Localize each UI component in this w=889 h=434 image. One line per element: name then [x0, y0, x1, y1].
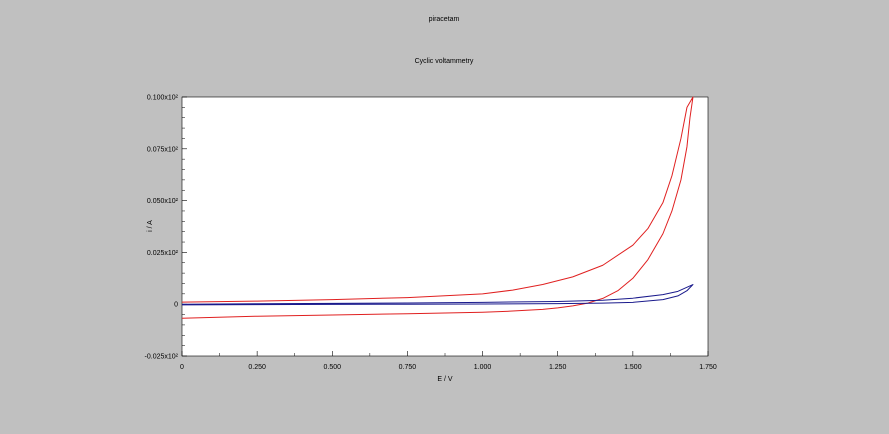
y-tick-label: 0.075x10² [147, 146, 179, 153]
x-tick-label: 1.250 [549, 364, 567, 371]
x-tick-label: 0.250 [248, 364, 266, 371]
x-tick-label: 1.750 [699, 364, 717, 371]
x-axis-label: E / V [437, 376, 453, 383]
x-tick-label: 0.750 [399, 364, 417, 371]
chart-title: piracetam [429, 16, 460, 23]
y-tick-label: 0.050x10² [147, 198, 179, 205]
chart-subtitle: Cyclic voltammetry [415, 58, 474, 65]
series-line-2 [181, 284, 694, 306]
plot-area [181, 96, 709, 357]
y-tick-label: -0.025x10² [145, 354, 179, 361]
y-tick-label: 0 [174, 302, 178, 309]
series-line-1 [181, 96, 694, 319]
x-tick-label: 0 [180, 364, 184, 371]
y-axis: -0.025x10² 0 0.025x10² 0.050x10² 0.075x10² 0.… [145, 95, 187, 361]
x-tick-label: 0.500 [324, 364, 342, 371]
x-tick-label: 1.000 [474, 364, 492, 371]
x-axis: 0 0.250 0.500 0.750 1.000 1.250 1.500 1.750 [180, 351, 717, 371]
series-layer [181, 96, 694, 319]
y-tick-label: 0.025x10² [147, 250, 179, 257]
x-tick-label: 1.500 [624, 364, 642, 371]
y-tick-label: 0.100x10² [147, 95, 179, 102]
y-axis-label: i / A [147, 220, 154, 232]
